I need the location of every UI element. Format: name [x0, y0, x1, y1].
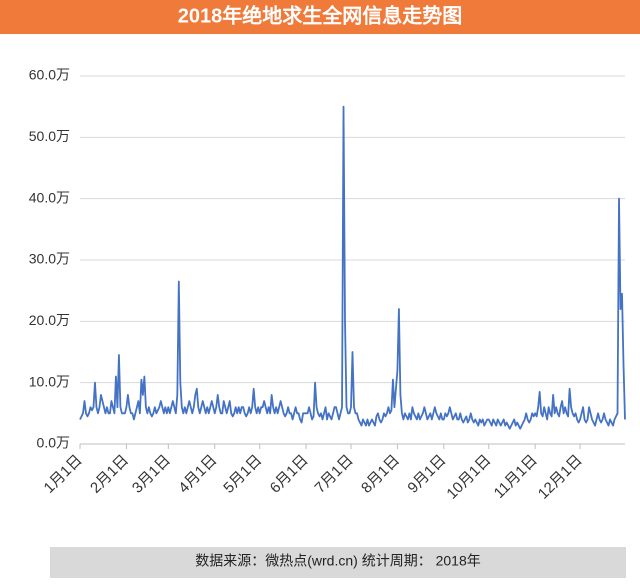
x-tick-label: 11月1日: [491, 452, 541, 502]
y-tick-label: 10.0万: [29, 373, 70, 389]
y-tick-label: 40.0万: [29, 189, 70, 205]
y-tick-label: 0.0万: [37, 435, 70, 451]
chart-title: 2018年绝地求生全网信息走势图: [178, 3, 463, 27]
x-tick-label: 10月1日: [443, 452, 494, 503]
data-line: [79, 105, 626, 430]
x-tick-label: 6月1日: [267, 452, 312, 497]
source-note: 数据来源：微热点(wrd.cn) 统计周期： 2018年: [195, 553, 480, 569]
y-tick-label: 20.0万: [29, 312, 70, 328]
x-tick-label: 8月1日: [358, 452, 403, 497]
x-tick-label: 2月1日: [87, 452, 132, 497]
y-tick-label: 50.0万: [29, 128, 70, 144]
x-tick-label: 3月1日: [129, 452, 174, 497]
x-tick-label: 5月1日: [220, 452, 265, 497]
x-tick-label: 4月1日: [175, 452, 220, 497]
x-tick-label: 1月1日: [41, 452, 86, 497]
title-bar: [0, 0, 640, 34]
y-tick-label: 60.0万: [29, 67, 70, 83]
x-tick-label: 7月1日: [312, 452, 357, 497]
y-tick-label: 30.0万: [29, 251, 70, 267]
footer-bar: [50, 547, 626, 578]
x-tick-label: 12月1日: [535, 452, 586, 503]
